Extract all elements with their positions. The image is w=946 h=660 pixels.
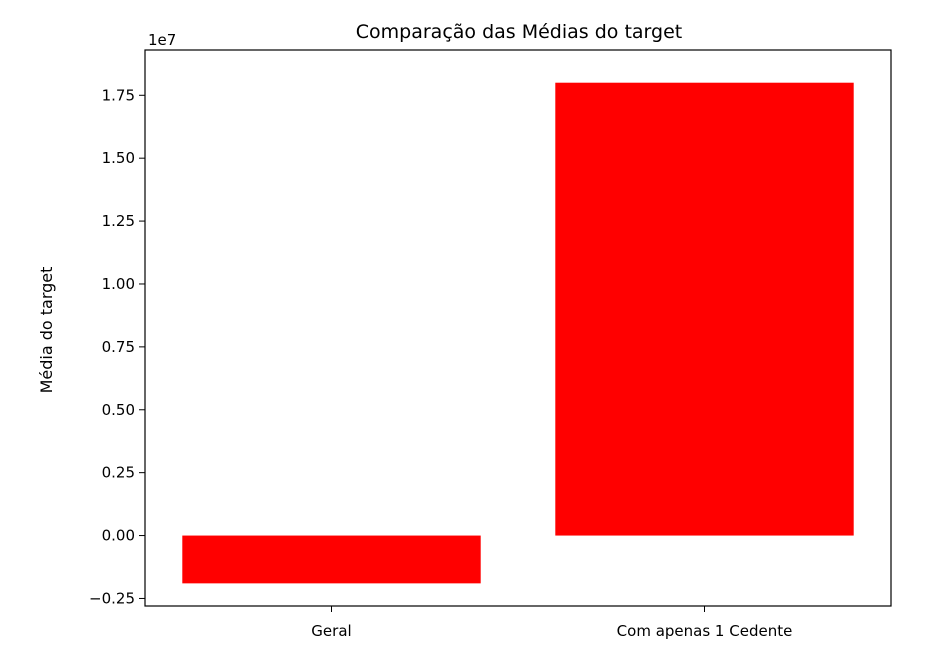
y-tick-label: 1.50 [102,149,135,167]
y-tick-label: 0.25 [102,464,135,482]
y-tick-label: 1.00 [102,275,135,293]
bar-0 [182,535,481,584]
plot-frame [144,49,892,607]
y-tick-label: 0.75 [102,338,135,356]
plot-area: −0.25 0.00 0.25 0.50 0.75 1.00 1.25 1.50 1.75 Ger… [89,82,854,640]
y-tick-label: 0.00 [102,527,135,545]
y-tick-label: 0.50 [102,401,135,419]
y-axis-label: Média do target [37,267,56,394]
x-tick-label: Com apenas 1 Cedente [617,622,793,640]
y-tick-label: −0.25 [89,589,135,607]
y-offset-label: 1e7 [148,31,176,49]
x-tick-label: Geral [311,622,351,640]
y-tick-label: 1.75 [102,86,135,104]
chart-title: Comparação das Médias do target [356,21,682,43]
y-tick-label: 1.25 [102,212,135,230]
bar-1 [555,82,854,536]
